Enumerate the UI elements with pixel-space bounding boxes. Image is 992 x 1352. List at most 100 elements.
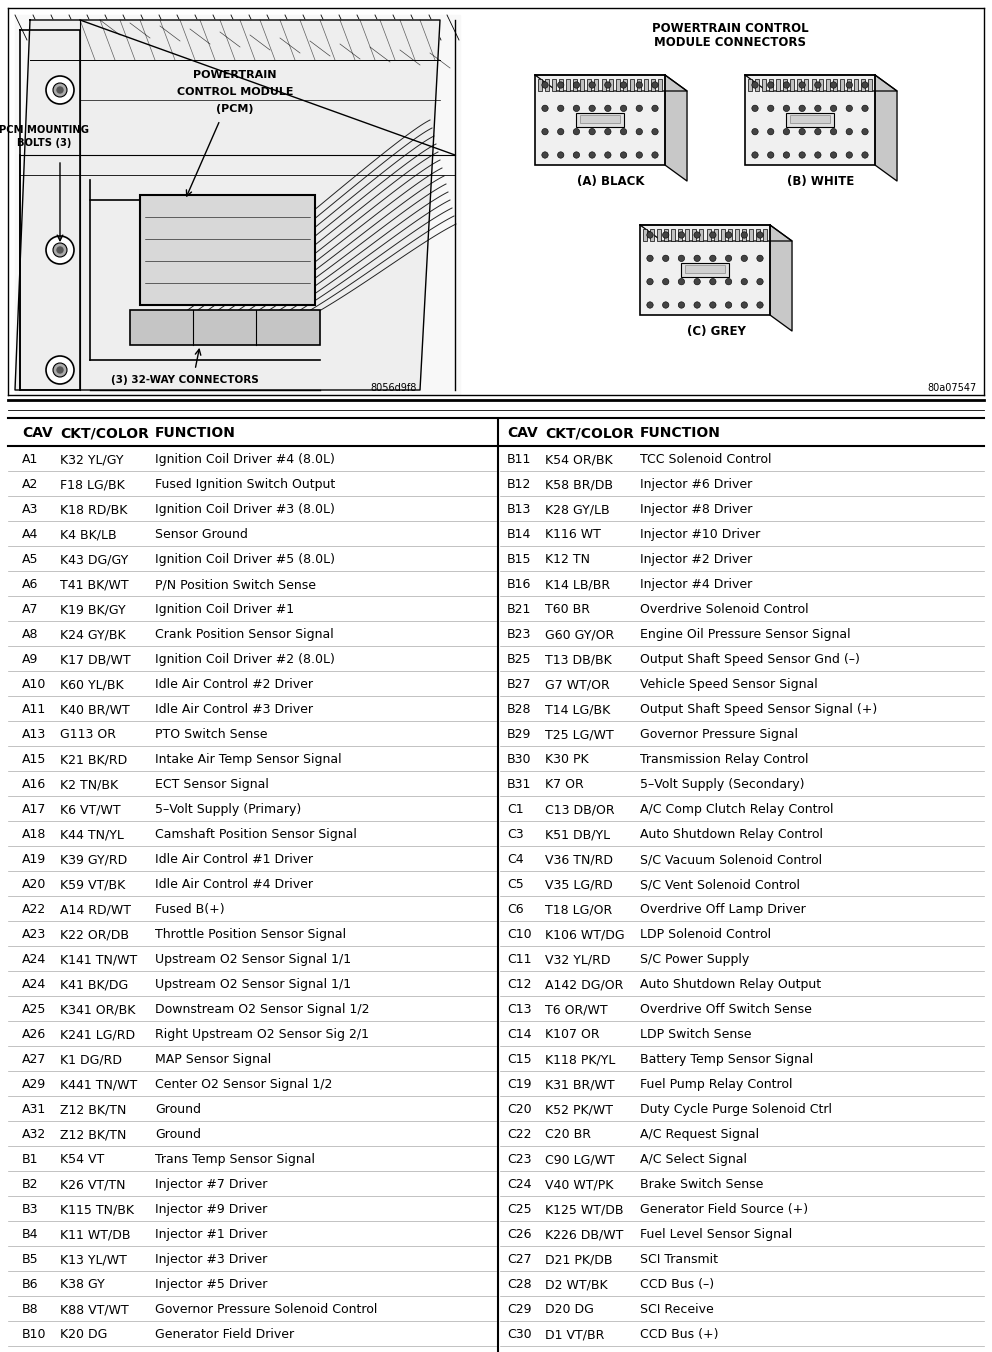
Circle shape <box>647 256 653 261</box>
Bar <box>786 114 834 127</box>
Text: B5: B5 <box>22 1253 39 1267</box>
Bar <box>538 78 542 91</box>
Circle shape <box>647 231 653 238</box>
Bar <box>140 195 315 306</box>
Text: C4: C4 <box>507 853 524 867</box>
Text: Auto Shutdown Relay Control: Auto Shutdown Relay Control <box>640 829 823 841</box>
Bar <box>587 78 591 91</box>
Text: B4: B4 <box>22 1228 39 1241</box>
Text: A16: A16 <box>22 779 47 791</box>
Text: FUNCTION: FUNCTION <box>640 426 721 441</box>
Circle shape <box>814 128 821 135</box>
Bar <box>692 228 696 241</box>
Circle shape <box>46 237 74 264</box>
Circle shape <box>846 82 852 88</box>
Circle shape <box>830 105 837 111</box>
Text: SCI Transmit: SCI Transmit <box>640 1253 718 1267</box>
Text: 8056d9f8: 8056d9f8 <box>370 383 417 393</box>
Text: C22: C22 <box>507 1129 532 1141</box>
Text: Ground: Ground <box>155 1103 201 1117</box>
Text: A/C Comp Clutch Relay Control: A/C Comp Clutch Relay Control <box>640 803 833 817</box>
Bar <box>755 78 759 91</box>
Text: K40 BR/WT: K40 BR/WT <box>60 703 130 717</box>
Text: PTO Switch Sense: PTO Switch Sense <box>155 729 268 741</box>
Circle shape <box>652 82 659 88</box>
Text: S/C Power Supply: S/C Power Supply <box>640 953 749 967</box>
Text: K107 OR: K107 OR <box>545 1029 599 1041</box>
Bar <box>665 228 669 241</box>
Circle shape <box>752 82 758 88</box>
Text: A26: A26 <box>22 1029 47 1041</box>
Text: D20 DG: D20 DG <box>545 1303 594 1317</box>
Text: Transmission Relay Control: Transmission Relay Control <box>640 753 808 767</box>
Text: K22 OR/DB: K22 OR/DB <box>60 929 129 941</box>
Circle shape <box>573 151 579 158</box>
Circle shape <box>784 151 790 158</box>
Circle shape <box>694 279 700 285</box>
Bar <box>576 114 624 127</box>
Circle shape <box>830 82 837 88</box>
Circle shape <box>620 128 627 135</box>
Bar <box>748 78 752 91</box>
Text: Sensor Ground: Sensor Ground <box>155 529 248 541</box>
Text: A/C Select Signal: A/C Select Signal <box>640 1153 747 1167</box>
Text: K4 BK/LB: K4 BK/LB <box>60 529 117 541</box>
Text: K1 DG/RD: K1 DG/RD <box>60 1053 122 1067</box>
Circle shape <box>862 128 868 135</box>
Text: Fused Ignition Switch Output: Fused Ignition Switch Output <box>155 479 335 491</box>
Text: K226 DB/WT: K226 DB/WT <box>545 1228 623 1241</box>
Text: K54 VT: K54 VT <box>60 1153 104 1167</box>
Text: K14 LB/BR: K14 LB/BR <box>545 579 610 591</box>
Text: Injector #3 Driver: Injector #3 Driver <box>155 1253 267 1267</box>
Text: Intake Air Temp Sensor Signal: Intake Air Temp Sensor Signal <box>155 753 341 767</box>
Text: Injector #7 Driver: Injector #7 Driver <box>155 1178 268 1191</box>
Text: K54 OR/BK: K54 OR/BK <box>545 453 613 466</box>
Bar <box>847 78 851 91</box>
Text: MAP Sensor Signal: MAP Sensor Signal <box>155 1053 271 1067</box>
Circle shape <box>542 128 549 135</box>
Circle shape <box>620 151 627 158</box>
Text: Idle Air Control #3 Driver: Idle Air Control #3 Driver <box>155 703 313 717</box>
Text: B2: B2 <box>22 1178 39 1191</box>
Text: K20 DG: K20 DG <box>60 1328 107 1341</box>
Text: Idle Air Control #2 Driver: Idle Air Control #2 Driver <box>155 679 313 691</box>
Bar <box>745 74 875 165</box>
Text: K38 GY: K38 GY <box>60 1278 105 1291</box>
Text: Injector #2 Driver: Injector #2 Driver <box>640 553 752 566</box>
Circle shape <box>53 82 67 97</box>
Bar <box>651 78 655 91</box>
Text: F18 LG/BK: F18 LG/BK <box>60 479 125 491</box>
Bar <box>640 224 770 315</box>
Bar <box>777 78 781 91</box>
Circle shape <box>784 82 790 88</box>
Text: K52 PK/WT: K52 PK/WT <box>545 1103 613 1117</box>
Text: B8: B8 <box>22 1303 39 1317</box>
Text: K7 OR: K7 OR <box>545 779 583 791</box>
Text: K51 DB/YL: K51 DB/YL <box>545 829 610 841</box>
Circle shape <box>741 231 748 238</box>
Circle shape <box>558 105 563 111</box>
Bar <box>559 78 563 91</box>
Circle shape <box>768 105 774 111</box>
Text: TCC Solenoid Control: TCC Solenoid Control <box>640 453 772 466</box>
Polygon shape <box>15 15 460 395</box>
Text: CCD Bus (–): CCD Bus (–) <box>640 1278 714 1291</box>
Text: D1 VT/BR: D1 VT/BR <box>545 1328 604 1341</box>
Circle shape <box>741 256 748 261</box>
Text: T41 BK/WT: T41 BK/WT <box>60 579 129 591</box>
Text: C27: C27 <box>507 1253 532 1267</box>
Bar <box>644 78 648 91</box>
Circle shape <box>725 279 732 285</box>
Text: Overdrive Off Switch Sense: Overdrive Off Switch Sense <box>640 1003 811 1017</box>
Text: Idle Air Control #4 Driver: Idle Air Control #4 Driver <box>155 879 313 891</box>
Text: K17 DB/WT: K17 DB/WT <box>60 653 131 667</box>
Text: C1: C1 <box>507 803 524 817</box>
Text: Throttle Position Sensor Signal: Throttle Position Sensor Signal <box>155 929 346 941</box>
Text: D2 WT/BK: D2 WT/BK <box>545 1278 608 1291</box>
Bar <box>623 78 627 91</box>
Text: 80a07547: 80a07547 <box>928 383 977 393</box>
Circle shape <box>862 151 868 158</box>
Text: C20: C20 <box>507 1103 532 1117</box>
Text: K30 PK: K30 PK <box>545 753 588 767</box>
Text: P/N Position Switch Sense: P/N Position Switch Sense <box>155 579 316 591</box>
